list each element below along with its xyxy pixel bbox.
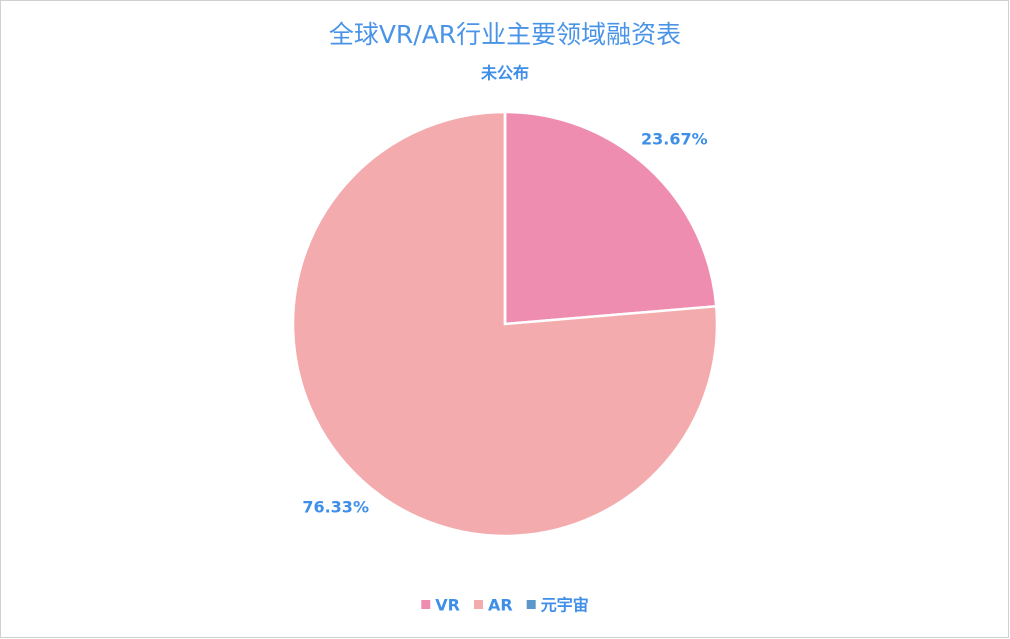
legend-marker (526, 600, 536, 609)
legend-label: AR (488, 596, 513, 615)
legend-label: VR (435, 596, 460, 615)
legend-marker (421, 600, 431, 609)
chart-title: 全球VR/AR行业主要领域融资表 (329, 20, 681, 49)
data-label: 23.67% (641, 129, 708, 148)
legend-marker (473, 600, 483, 609)
legend: VR AR 元宇宙 (421, 596, 589, 615)
legend-label: 元宇宙 (541, 596, 589, 615)
data-label: 76.33% (302, 498, 369, 517)
data-label: 未公布 (480, 63, 529, 82)
pie-slice (503, 110, 718, 326)
